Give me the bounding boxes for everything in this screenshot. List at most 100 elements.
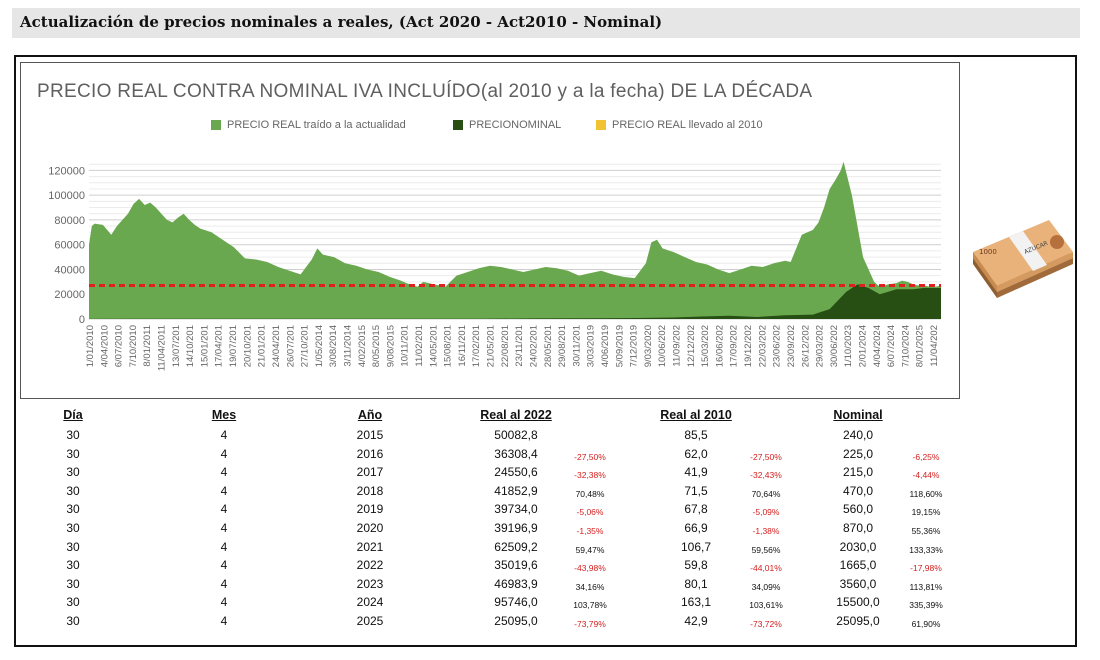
cell-mes: 4 [220, 483, 228, 498]
cell-anio: 2019 [356, 502, 384, 517]
x-tick-label: 13/07/201 [171, 325, 182, 367]
cell-nominal: 15500,0 [836, 595, 880, 610]
cell-mes: 4 [220, 502, 228, 517]
cell-anio: 2022 [356, 558, 384, 573]
x-tick-label: 27/10/201 [300, 325, 311, 367]
x-tick-label: 4/04/2024 [872, 325, 883, 367]
legend-swatch [211, 120, 221, 130]
legend-swatch [453, 120, 463, 130]
cell-pct-change: 118,60% [909, 488, 943, 499]
cell-pct-change: 103,78% [573, 600, 607, 611]
x-tick-label: 11/09/202 [672, 325, 683, 367]
y-tick-label: 60000 [54, 240, 85, 252]
x-tick-label: 5/09/2019 [614, 325, 625, 367]
legend-swatch [596, 120, 606, 130]
cell-real-2022: 41852,9 [494, 483, 538, 498]
cell-anio: 2023 [356, 576, 384, 591]
cell-nominal: 560,0 [842, 502, 874, 517]
cell-anio: 2016 [356, 446, 384, 461]
x-tick-label: 10/11/201 [400, 325, 411, 367]
cell-mes: 4 [220, 465, 228, 480]
cell-anio: 2024 [356, 595, 384, 610]
cell-anio: 2018 [356, 483, 384, 498]
cell-real-2022: 50082,8 [494, 428, 538, 442]
x-tick-label: 16/11/201 [457, 325, 468, 367]
cell-real-2010: 106,7 [680, 539, 712, 554]
cell-real-2022: 39734,0 [494, 502, 538, 517]
x-tick-label: 26/12/202 [800, 325, 811, 367]
cell-real-2022: 35019,6 [494, 558, 538, 573]
table-header: Real al 2010 [660, 408, 732, 422]
x-tick-label: 24/02/201 [528, 325, 539, 367]
cell-pct-change: -6,25% [912, 451, 940, 462]
x-tick-label: 16/06/202 [714, 325, 725, 367]
cell-nominal: 2030,0 [839, 539, 877, 554]
cell-real-2010: 62,0 [684, 446, 708, 461]
x-tick-label: 1/05/2014 [314, 325, 325, 367]
x-tick-label: 29/03/202 [815, 325, 826, 367]
cell-anio: 2025 [356, 614, 384, 628]
header-bar: Actualización de precios nominales a rea… [12, 8, 1080, 38]
cell-nominal: 25095,0 [836, 614, 880, 628]
legend-item-real-actual: PRECIO REAL traído a la actualidad [211, 119, 406, 131]
cell-anio: 2021 [356, 539, 384, 554]
x-tick-label: 23/09/202 [786, 325, 797, 367]
cell-pct-change: 70,48% [575, 488, 605, 499]
chart-panel: PRECIO REAL CONTRA NOMINAL IVA INCLUÍDO(… [20, 62, 960, 399]
cell-pct-change: 34,09% [751, 581, 781, 592]
x-tick-label: 30/11/201 [571, 325, 582, 367]
x-tick-label: 14/10/201 [185, 325, 196, 367]
cell-pct-change: -17,98% [910, 563, 942, 574]
cell-mes: 4 [220, 595, 228, 610]
x-tick-label: 10/06/202 [657, 325, 668, 367]
cell-mes: 4 [220, 539, 228, 554]
cell-real-2022: 25095,0 [494, 614, 538, 628]
x-tick-label: 29/08/201 [557, 325, 568, 367]
table-header: Real al 2022 [480, 408, 552, 422]
cell-pct-change: 59,47% [575, 544, 605, 555]
legend-item-nominal: PRECIONOMINAL [453, 119, 561, 131]
cell-real-2010: 59,8 [684, 558, 708, 573]
cell-dia: 30 [66, 576, 80, 591]
cell-pct-change: 133,33% [909, 544, 943, 555]
cell-dia: 30 [66, 614, 80, 628]
cell-dia: 30 [66, 428, 80, 442]
x-tick-label: 11/04/2011 [157, 325, 168, 371]
x-tick-label: 7/10/2024 [900, 325, 911, 367]
y-tick-label: 0 [79, 314, 85, 326]
x-tick-label: 8/01/2011 [142, 325, 153, 367]
x-tick-label: 15/01/201 [199, 325, 210, 367]
cell-dia: 30 [66, 595, 80, 610]
chart-plot: 0 20000 40000 60000 80000 100000 120000 1/01/20… [48, 161, 941, 371]
cell-pct-change: 55,36% [911, 526, 941, 536]
cell-real-2022: 39196,9 [494, 521, 538, 535]
cell-real-2010: 42,9 [684, 614, 708, 628]
x-tick-label: 11/02/201 [414, 325, 425, 367]
x-tick-label: 2/01/2024 [857, 325, 868, 367]
cell-pct-change: 70,64% [751, 488, 781, 499]
cell-pct-change: -27,50% [574, 451, 606, 462]
cell-pct-change: 59,56% [751, 544, 781, 555]
cell-pct-change: -32,43% [750, 470, 782, 481]
x-tick-label: 3/03/2019 [586, 325, 597, 367]
legend-item-real-2010: PRECIO REAL llevado al 2010 [596, 119, 763, 131]
x-tick-label: 12/12/202 [686, 325, 697, 367]
cell-pct-change: -5,09% [752, 507, 780, 518]
chart-legend: PRECIO REAL traído a la actualidad PRECI… [21, 119, 961, 135]
x-tick-label: 1/10/2023 [843, 325, 854, 367]
cell-real-2010: 80,1 [684, 576, 708, 591]
content-frame [14, 55, 1077, 647]
cell-nominal: 3560,0 [839, 576, 877, 591]
cell-pct-change: 103,61% [749, 600, 783, 611]
y-tick-label: 40000 [54, 264, 85, 276]
cell-real-2010: 67,8 [684, 502, 708, 517]
x-tick-label: 23/06/202 [772, 325, 783, 367]
x-tick-label: 21/05/201 [486, 325, 497, 367]
legend-label: PRECIONOMINAL [469, 119, 562, 131]
cell-dia: 30 [66, 502, 80, 517]
y-tick-label: 100000 [48, 190, 85, 202]
chart-title: PRECIO REAL CONTRA NOMINAL IVA INCLUÍDO(… [37, 81, 813, 102]
cell-real-2022: 95746,0 [494, 595, 538, 610]
x-tick-label: 6/07/2024 [886, 325, 897, 367]
x-tick-label: 19/07/201 [228, 325, 239, 367]
